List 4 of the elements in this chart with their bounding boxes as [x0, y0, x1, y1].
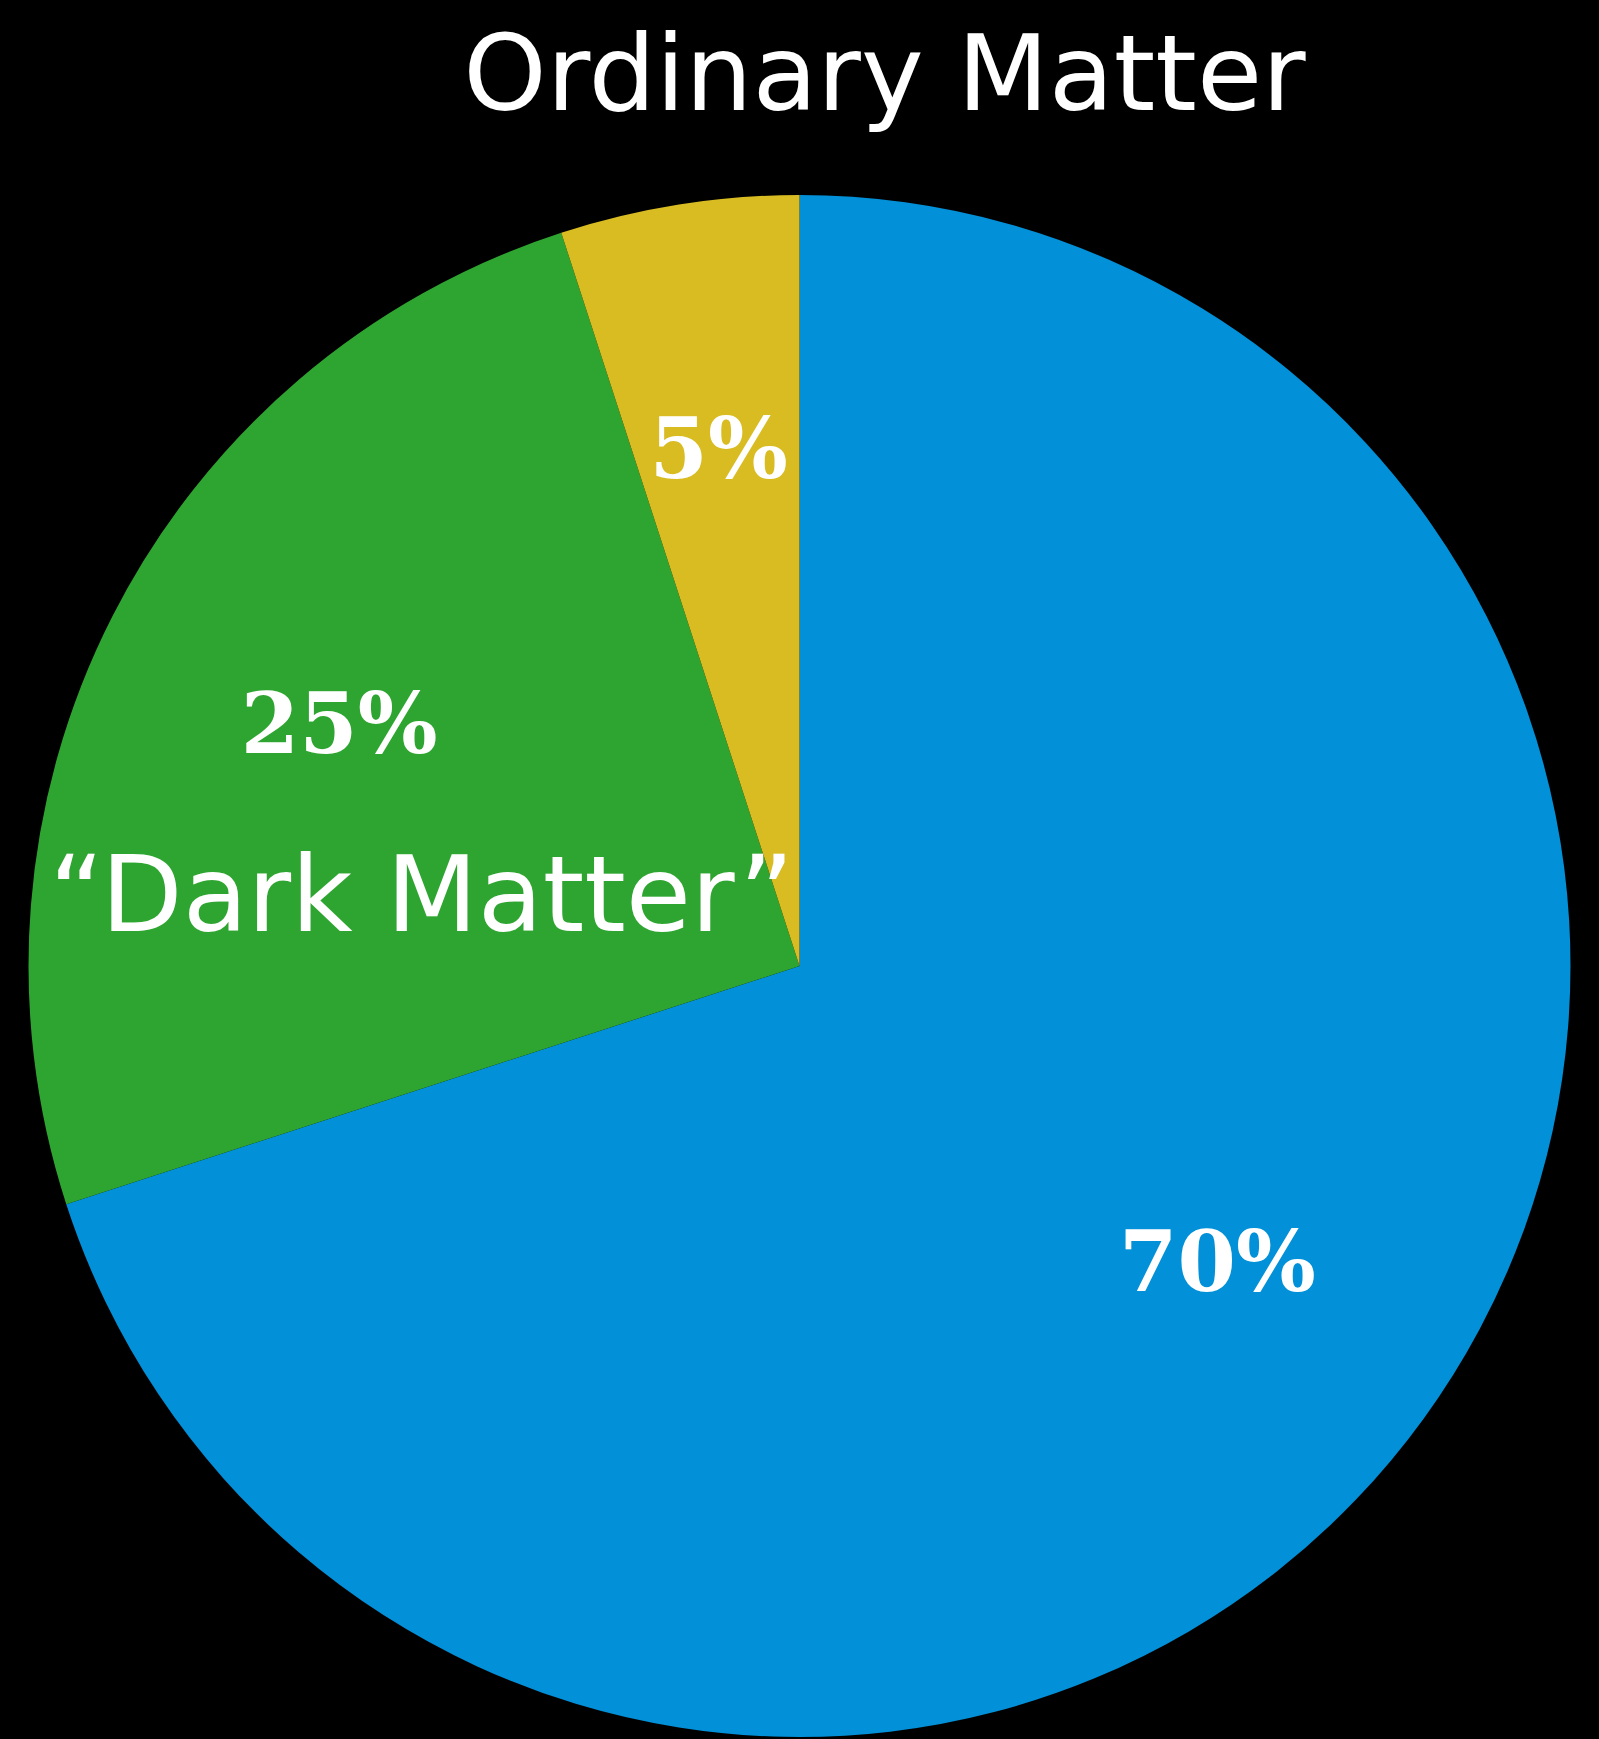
data-label: 5% — [649, 398, 788, 498]
slice-label: Ordinary Matter — [463, 11, 1307, 135]
data-label: 25% — [240, 674, 438, 774]
data-label: 70% — [1119, 1212, 1316, 1312]
